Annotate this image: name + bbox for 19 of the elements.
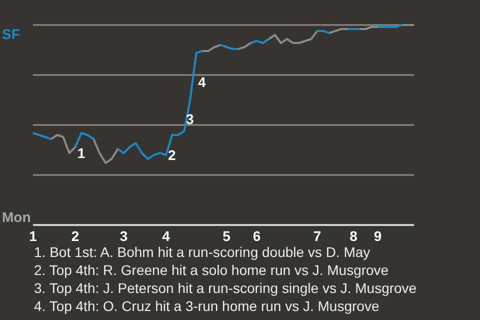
annotation: 3	[186, 111, 194, 127]
text: 4. Top 4th: O. Cruz hit a 3-run home run vs J. Musgrove	[34, 297, 380, 315]
x-tick-label: 5	[222, 228, 231, 244]
x-tick-label: 3	[120, 228, 128, 244]
annotation: 1	[77, 144, 86, 161]
text: 3. Top 4th: J. Peterson hit a run-scoring single vs J. Musgrove	[34, 279, 417, 297]
text: 2. Top 4th: R. Greene hit a solo home run vs J. Musgrove	[34, 261, 390, 279]
x-tick-label: 7	[313, 228, 322, 244]
annotation: 2	[168, 146, 176, 163]
annotation: 4	[198, 74, 206, 90]
text: SF	[2, 26, 20, 42]
x-tick-label: 6	[252, 228, 261, 244]
x-tick-label: 2	[71, 228, 80, 244]
x-tick-label: 4	[162, 228, 170, 244]
x-tick-label: 9	[374, 228, 382, 244]
x-tick-label: 8	[350, 228, 358, 244]
text: 1. Bot 1st: A. Bohm hit a run-scoring double vs D. May	[34, 243, 372, 261]
text: Mon	[2, 209, 31, 225]
x-tick-label: 1	[29, 228, 38, 244]
